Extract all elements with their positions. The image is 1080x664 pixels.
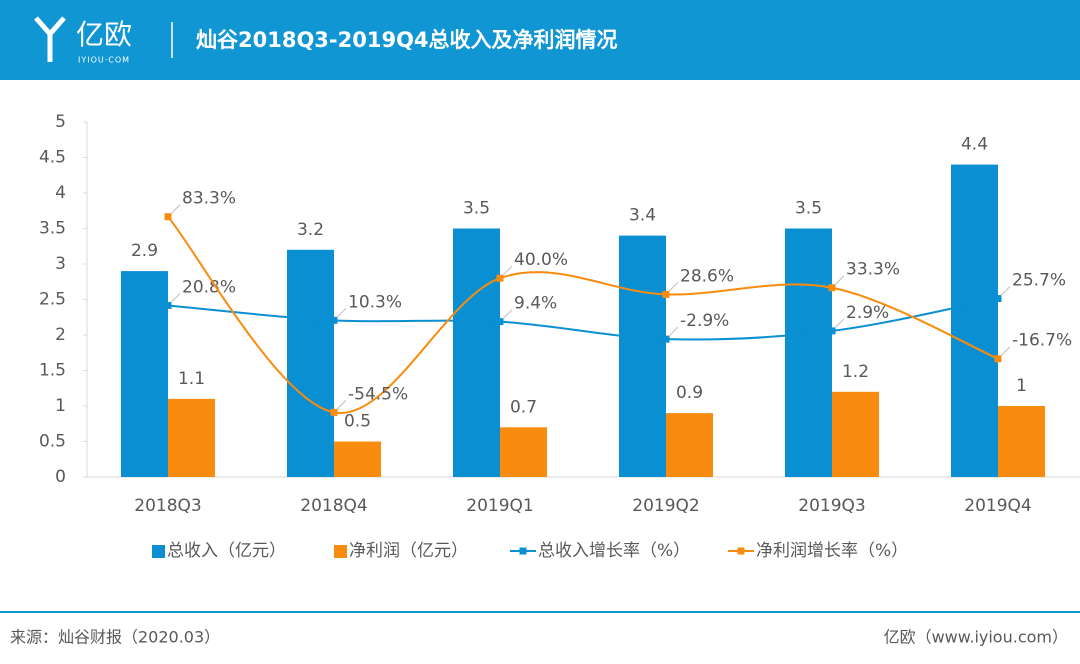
line-label: 83.3%: [182, 189, 236, 209]
label-leader: [668, 282, 679, 292]
y-tick-label: 2: [55, 325, 66, 345]
line-marker: [994, 295, 1002, 303]
legend-label: 净利润增长率（%）: [756, 541, 908, 561]
bar-label: 4.4: [961, 135, 988, 155]
bar-label: 3.2: [297, 220, 324, 240]
line-marker: [330, 408, 338, 416]
bar-label: 0.7: [510, 397, 537, 417]
bar-label: 1.2: [842, 362, 869, 382]
footer-source: 来源：灿谷财报（2020.03）: [10, 628, 220, 647]
label-leader: [834, 275, 845, 286]
y-tick-label: 1.5: [39, 361, 66, 381]
line-label: 2.9%: [846, 303, 889, 323]
chart-title: 灿谷2018Q3-2019Q4总收入及净利润情况: [196, 28, 618, 52]
legend-label: 总收入（亿元）: [167, 541, 286, 561]
legend-label: 净利润（亿元）: [349, 541, 468, 561]
label-leader: [336, 308, 347, 318]
line-marker: [164, 301, 172, 309]
bar-label: 0.9: [676, 383, 703, 403]
line-marker: [662, 335, 670, 343]
line-marker: [662, 290, 670, 298]
bar: [785, 228, 832, 477]
bar-label: 3.4: [629, 206, 656, 226]
y-tick-label: 4.5: [39, 148, 66, 168]
bar-label: 3.5: [463, 199, 490, 219]
bar-label: 2.9: [131, 241, 158, 261]
y-tick-label: 3: [55, 254, 66, 274]
line-marker: [330, 316, 338, 324]
bar-label: 1: [1016, 376, 1027, 396]
x-tick-label: 2019Q3: [798, 496, 865, 516]
line-marker: [828, 327, 836, 335]
label-leader: [1000, 286, 1011, 296]
bar: [500, 427, 547, 477]
legend-marker: [519, 547, 527, 555]
bar: [951, 164, 998, 477]
label-leader: [668, 326, 679, 337]
bar: [619, 235, 666, 477]
line-marker: [164, 213, 172, 221]
line-label: 28.6%: [680, 266, 734, 286]
label-leader: [170, 293, 181, 303]
line-marker: [496, 274, 504, 282]
legend-marker: [737, 547, 745, 555]
label-leader: [1000, 346, 1011, 357]
line-marker: [994, 355, 1002, 363]
bar: [287, 249, 334, 477]
y-tick-label: 0: [55, 467, 66, 487]
line-label: 25.7%: [1012, 271, 1066, 291]
bar: [832, 391, 879, 477]
line-label: 20.8%: [182, 277, 236, 297]
label-leader: [336, 400, 347, 410]
header-band: [0, 0, 1080, 80]
legend-swatch: [152, 545, 165, 558]
bar: [453, 228, 500, 477]
legend-label: 总收入增长率（%）: [538, 541, 690, 561]
x-tick-label: 2018Q3: [134, 496, 201, 516]
line-marker: [496, 318, 504, 326]
y-tick-label: 1: [55, 396, 66, 416]
line: [167, 297, 999, 341]
line-label: -2.9%: [680, 311, 729, 331]
logo-text: 亿欧: [76, 18, 132, 51]
label-leader: [502, 265, 513, 276]
bar: [121, 271, 168, 477]
line-marker: [828, 284, 836, 292]
bar: [334, 441, 381, 477]
line-label: 33.3%: [846, 260, 900, 280]
y-tick-label: 3.5: [39, 219, 66, 239]
bar: [998, 406, 1045, 477]
x-tick-label: 2019Q1: [466, 496, 533, 516]
label-leader: [502, 309, 513, 320]
footer-site: 亿欧（www.iyiou.com）: [884, 628, 1068, 647]
logo-sub: IYIOU·COM: [78, 56, 130, 65]
bar: [168, 398, 215, 477]
y-tick-label: 2.5: [39, 290, 66, 310]
y-tick-label: 4: [55, 183, 66, 203]
x-tick-label: 2019Q4: [964, 496, 1031, 516]
line-label: 9.4%: [514, 294, 557, 314]
logo-icon: [34, 16, 66, 62]
label-leader: [834, 318, 845, 329]
line-label: 10.3%: [348, 292, 402, 312]
bar-label: 3.5: [795, 199, 822, 219]
x-tick-label: 2018Q4: [300, 496, 367, 516]
bar-label: 1.1: [178, 369, 205, 389]
line-label: 40.0%: [514, 250, 568, 270]
line-label: -16.7%: [1012, 331, 1072, 351]
legend-swatch: [334, 545, 347, 558]
x-tick-label: 2019Q2: [632, 496, 699, 516]
y-tick-label: 0.5: [39, 432, 66, 452]
label-leader: [170, 204, 181, 215]
line-label: -54.5%: [348, 384, 408, 404]
line: [167, 216, 999, 414]
y-tick-label: 5: [55, 112, 66, 132]
bar: [666, 413, 713, 477]
bar-label: 0.5: [344, 412, 371, 432]
